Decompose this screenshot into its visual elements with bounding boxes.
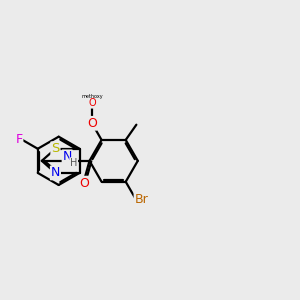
Text: O: O	[87, 117, 97, 130]
Text: Br: Br	[134, 193, 148, 206]
Text: S: S	[51, 142, 60, 155]
Text: F: F	[15, 133, 22, 146]
Text: H: H	[70, 158, 77, 168]
Text: O: O	[88, 98, 96, 108]
Text: O: O	[79, 177, 89, 190]
Text: methoxy: methoxy	[81, 94, 103, 100]
Text: N: N	[51, 167, 60, 179]
Text: N: N	[62, 150, 72, 163]
